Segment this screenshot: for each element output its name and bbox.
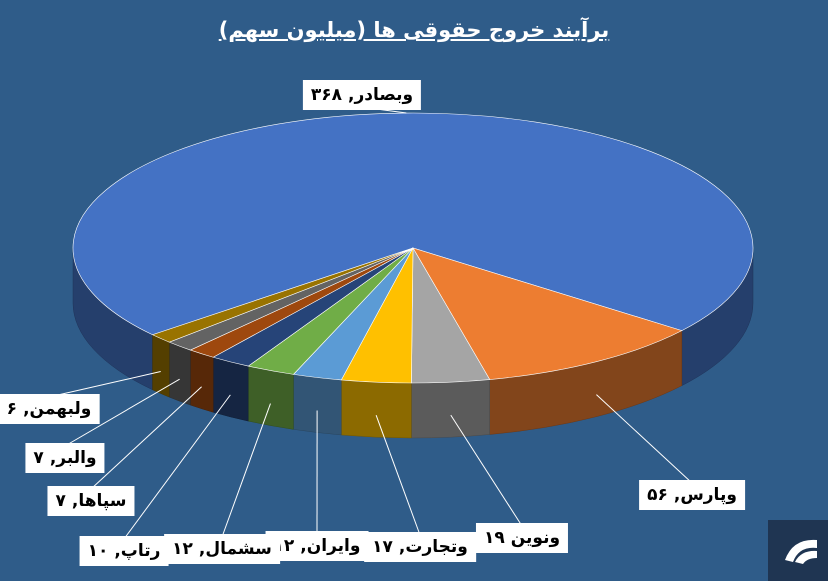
slice-side: [190, 349, 214, 413]
leader-line: [90, 386, 202, 490]
slice-side: [152, 334, 170, 398]
label-name: سشمال,: [198, 539, 272, 559]
label-name: وبصادر,: [348, 85, 414, 105]
leader-line: [64, 378, 180, 447]
leader-line: [450, 414, 523, 527]
data-label: سشمال,۱۲: [164, 534, 280, 564]
leader-line: [48, 371, 161, 398]
slice-side: [169, 341, 191, 406]
label-value: ۷: [55, 491, 66, 511]
label-name: والبر,: [49, 448, 97, 468]
data-label: وتجارت,۱۷: [364, 532, 476, 562]
leader-line: [596, 394, 693, 484]
label-value: ۱۰: [87, 541, 109, 561]
slice-side: [247, 365, 294, 430]
leader-line: [123, 394, 231, 540]
leader-line: [221, 403, 271, 538]
label-name: سپاها,: [71, 491, 127, 511]
data-label: ولبهمن,۶: [0, 394, 100, 424]
label-name: ولبهمن,: [23, 399, 92, 419]
data-label: رتاپ,۱۰: [79, 536, 169, 566]
label-name: ونوین: [510, 528, 561, 548]
slice-side: [341, 379, 412, 439]
slice: [151, 247, 414, 343]
label-name: رتاپ,: [114, 541, 161, 561]
data-label: والبر,۷: [25, 443, 105, 473]
leader-line: [375, 415, 421, 536]
label-value: ۳۶۸: [310, 85, 343, 105]
chart-title: برآیند خروج حقوقی ها (میلیون سهم): [218, 18, 610, 42]
data-label: وبصادر,۳۶۸: [302, 80, 422, 110]
data-label: ونوین۱۹: [475, 523, 569, 553]
data-label: وپارس,۵۶: [639, 480, 745, 510]
label-name: وپارس,: [673, 485, 737, 505]
label-value: ۱۹: [483, 528, 505, 548]
slice: [412, 247, 683, 380]
label-value: ۱۷: [372, 537, 393, 557]
label-value: ۷: [33, 448, 44, 468]
logo: [768, 520, 828, 581]
label-name: وتجارت,: [398, 537, 468, 557]
slice: [72, 112, 754, 336]
label-value: ۶: [6, 399, 18, 419]
data-label: وایران,۱۲: [265, 531, 369, 561]
label-value: ۱۲: [172, 539, 193, 559]
slice-side: [411, 379, 490, 439]
label-value: ۵۶: [647, 485, 668, 505]
label-name: وایران,: [300, 536, 361, 556]
data-label: سپاها,۷: [47, 486, 135, 516]
